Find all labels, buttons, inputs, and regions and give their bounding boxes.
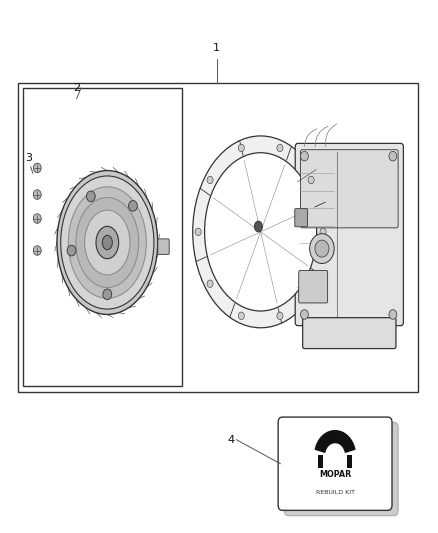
- Bar: [18, 83, 418, 392]
- Circle shape: [277, 312, 283, 319]
- Bar: [347, 455, 352, 468]
- Ellipse shape: [102, 236, 112, 249]
- Circle shape: [33, 246, 41, 255]
- Text: 2: 2: [73, 83, 80, 93]
- Text: 4: 4: [227, 435, 234, 445]
- Ellipse shape: [61, 176, 154, 309]
- Circle shape: [315, 240, 329, 257]
- Circle shape: [207, 176, 213, 184]
- Ellipse shape: [193, 136, 328, 328]
- Circle shape: [33, 190, 41, 199]
- FancyBboxPatch shape: [295, 208, 307, 227]
- FancyBboxPatch shape: [299, 270, 328, 303]
- Circle shape: [389, 151, 397, 161]
- Circle shape: [195, 228, 201, 236]
- Circle shape: [33, 163, 41, 173]
- Circle shape: [277, 144, 283, 152]
- FancyBboxPatch shape: [158, 239, 169, 254]
- Circle shape: [129, 200, 138, 211]
- Ellipse shape: [254, 221, 262, 232]
- Ellipse shape: [68, 187, 146, 298]
- Circle shape: [320, 228, 326, 236]
- FancyBboxPatch shape: [278, 417, 392, 511]
- FancyBboxPatch shape: [284, 422, 398, 516]
- Circle shape: [33, 214, 41, 223]
- Text: REBUILD KIT: REBUILD KIT: [315, 490, 355, 495]
- Ellipse shape: [76, 198, 139, 287]
- Circle shape: [310, 233, 334, 263]
- Ellipse shape: [205, 153, 317, 311]
- Circle shape: [207, 280, 213, 287]
- Bar: [318, 455, 323, 468]
- Circle shape: [67, 245, 76, 256]
- Circle shape: [308, 176, 314, 184]
- Circle shape: [308, 280, 314, 287]
- FancyBboxPatch shape: [303, 318, 396, 349]
- Text: 3: 3: [25, 152, 32, 163]
- Circle shape: [300, 310, 308, 319]
- Circle shape: [238, 144, 244, 152]
- Circle shape: [86, 191, 95, 201]
- Bar: [23, 88, 182, 386]
- Circle shape: [300, 151, 308, 161]
- Ellipse shape: [57, 171, 158, 314]
- FancyBboxPatch shape: [300, 150, 398, 228]
- Text: MOPAR: MOPAR: [319, 470, 351, 479]
- Circle shape: [238, 312, 244, 319]
- Circle shape: [103, 289, 112, 300]
- Ellipse shape: [85, 210, 130, 275]
- Polygon shape: [315, 431, 355, 452]
- FancyBboxPatch shape: [295, 143, 403, 326]
- Ellipse shape: [96, 227, 119, 259]
- Text: 1: 1: [213, 43, 220, 53]
- Circle shape: [389, 310, 397, 319]
